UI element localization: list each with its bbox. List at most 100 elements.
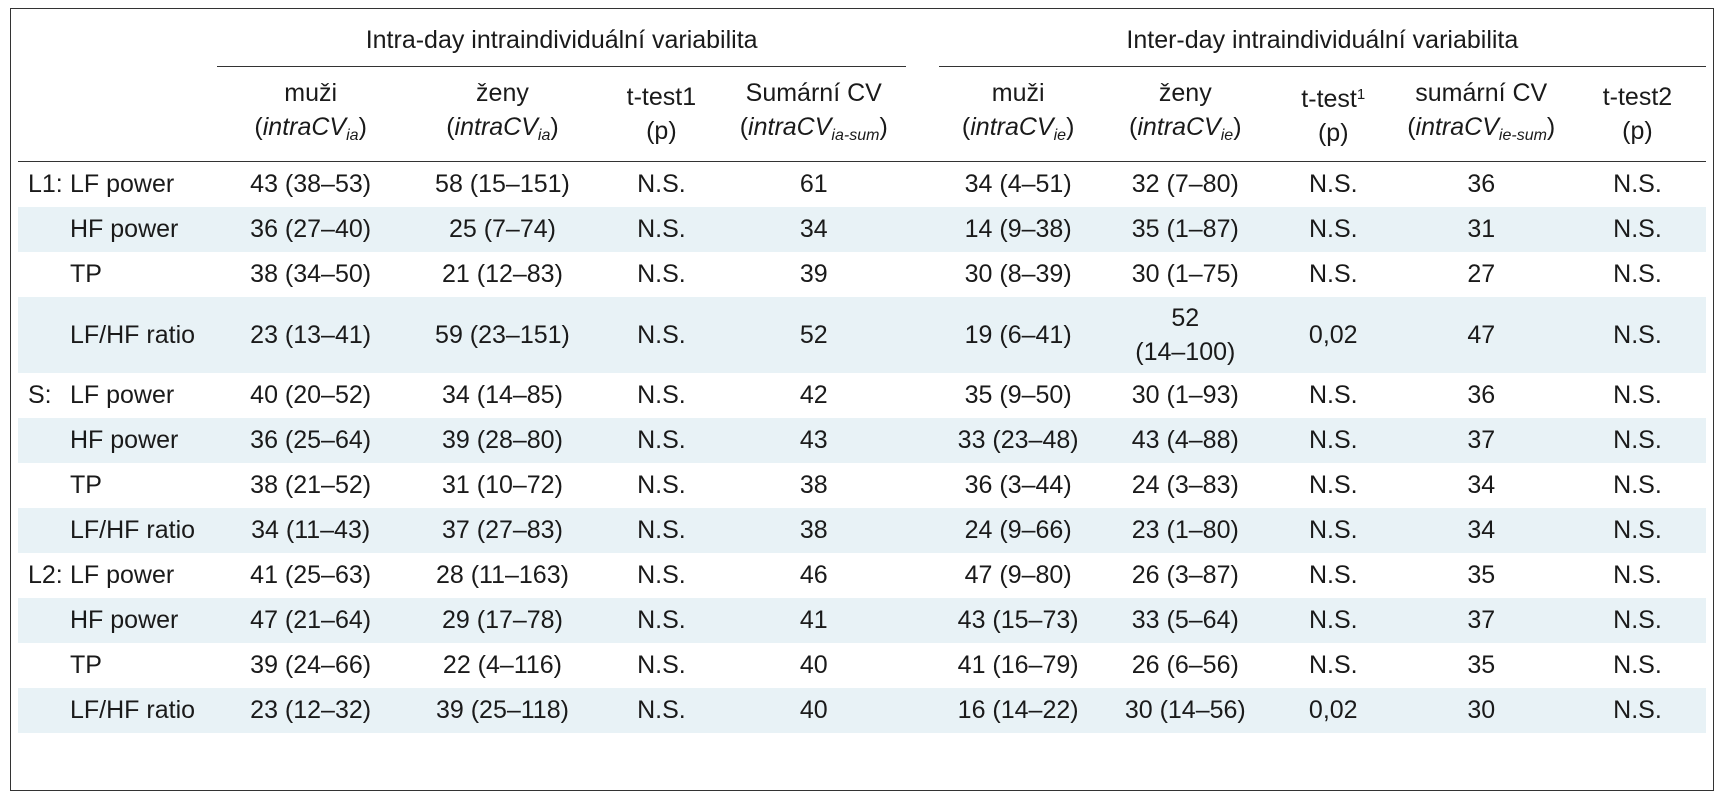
table-cell: N.S. xyxy=(637,471,686,499)
column-header-1: ženy (intraCVia) xyxy=(403,66,602,162)
column-header-sublabel: (intraCVia) xyxy=(446,112,559,144)
table-cell: 23 (1–80) xyxy=(1097,508,1273,553)
table-cell: 47 (9–80) xyxy=(964,561,1072,589)
table-cell: 40 (20–52) xyxy=(250,381,372,409)
table-cell: 24 (9–66) xyxy=(938,508,1098,553)
column-header-sublabel: (intraCVia-sum) xyxy=(739,112,888,144)
table-cell: N.S. xyxy=(1613,381,1662,409)
row-parameter-label: LF/HF ratio xyxy=(70,516,196,544)
column-header-4: muži (intraCVie) xyxy=(938,66,1098,162)
table-frame xyxy=(10,8,1714,791)
table-cell: 37 xyxy=(1393,598,1569,643)
row-label: TP xyxy=(18,643,217,688)
table-cell: 23 (13–41) xyxy=(217,297,404,373)
stub-corner xyxy=(18,14,217,67)
column-header-label: Sumární CV xyxy=(745,78,882,107)
table-row: HF power 36 (27–40) 25 (7–74) N.S. 34 14 (9–3… xyxy=(18,207,1706,252)
row-parameter-label: TP xyxy=(70,260,102,288)
table-cell: 34 (11–43) xyxy=(217,508,404,553)
table-row: TP 38 (21–52) 31 (10–72) N.S. 38 36 (3–44) 24 … xyxy=(18,463,1706,508)
table-cell: 38 (21–52) xyxy=(250,471,372,499)
table-cell: N.S. xyxy=(1568,508,1706,553)
table-cell: 33 (5–64) xyxy=(1097,598,1273,643)
table-cell: N.S. xyxy=(1308,651,1358,679)
table-cell: 59 (23–151) xyxy=(403,297,602,373)
table-cell: N.S. xyxy=(1568,598,1706,643)
table-row: HF power 36 (25–64) 39 (28–80) N.S. 43 33 (23… xyxy=(18,418,1706,463)
column-header-sublabel: (intraCVie) xyxy=(1129,112,1242,144)
table-row: HF power 47 (21–64) 29 (17–78) N.S. 41 43 (15… xyxy=(18,598,1706,643)
row-parameter-label: LF power xyxy=(70,381,175,409)
table-cell: 28 (11–163) xyxy=(435,561,569,589)
table-cell: 41 (16–79) xyxy=(957,651,1079,679)
table-cell: 16 (14–22) xyxy=(938,688,1098,733)
table-cell: N.S. xyxy=(1568,418,1706,463)
table-cell: N.S. xyxy=(1272,598,1394,643)
table-cell: 39 (25–118) xyxy=(403,688,602,733)
row-group-label: L1: xyxy=(28,170,63,198)
table-row: LF/HF ratio 34 (11–43) 37 (27–83) N.S. 38 24 … xyxy=(18,508,1706,553)
table-cell: 46 xyxy=(799,561,828,589)
column-header-2: t-test1 (p) xyxy=(601,66,722,162)
table-row: LF/HF ratio 23 (12–32) 39 (25–118) N.S. 40 16… xyxy=(18,688,1706,733)
table-cell: 23 (12–32) xyxy=(217,688,404,733)
column-header-3: Sumární CV (intraCVia-sum) xyxy=(721,66,906,162)
table-cell: 36 (27–40) xyxy=(217,207,404,252)
table-cell: 39 xyxy=(799,260,828,288)
table-cell: 43 (4–88) xyxy=(1097,418,1273,463)
table-cell: N.S. xyxy=(637,381,686,409)
column-header-sublabel: (p) xyxy=(1622,117,1653,145)
variability-table: Intra-day intraindividuální variabilita … xyxy=(18,14,1706,733)
table-row: LF/HF ratio 23 (13–41) 59 (23–151) N.S. 52 19… xyxy=(18,297,1706,373)
column-header-label: muži xyxy=(991,78,1045,107)
table-cell: 34 (4–51) xyxy=(964,170,1072,198)
table-cell: 36 (25–64) xyxy=(217,418,404,463)
table-cell: 36 xyxy=(1467,170,1496,198)
row-label: LF/HF ratio xyxy=(18,688,218,733)
table-cell: N.S. xyxy=(1613,651,1662,679)
column-header-label: t-test1 xyxy=(626,83,697,111)
table-cell: N.S. xyxy=(1272,508,1394,553)
table-cell: 40 xyxy=(799,651,828,679)
table-cell: N.S. xyxy=(1568,207,1706,252)
row-parameter-label: HF power xyxy=(70,606,179,634)
row-label: LF/HF ratio xyxy=(18,297,218,373)
table-cell: N.S. xyxy=(1272,418,1394,463)
table-cell: N.S. xyxy=(1613,471,1662,499)
row-parameter-label: LF power xyxy=(70,561,175,589)
column-header-label: sumární CV xyxy=(1415,78,1548,107)
table-cell: N.S. xyxy=(637,260,686,288)
table-cell: N.S. xyxy=(601,508,722,553)
row-parameter-label: LF/HF ratio xyxy=(70,320,196,349)
column-header-0: muži (intraCVia) xyxy=(217,66,404,162)
table-cell: 43 (38–53) xyxy=(250,170,372,198)
table-cell: 47 (21–64) xyxy=(217,598,404,643)
table-cell: 27 xyxy=(1467,260,1496,288)
table-cell: N.S. xyxy=(1613,561,1662,589)
table-cell: 21 (12–83) xyxy=(441,260,563,288)
table-cell: 30 (1–75) xyxy=(1131,260,1239,288)
column-header-5: ženy (intraCVie) xyxy=(1097,66,1273,162)
table-cell: N.S. xyxy=(1272,207,1394,252)
row-parameter-label: TP xyxy=(70,651,102,679)
row-label: TP xyxy=(18,463,217,508)
table-cell: 47 xyxy=(1393,297,1569,373)
table-row: L2: LF power 41 (25–63) 28 (11–163) N.S. 46 47… xyxy=(18,553,1706,598)
table-cell: 39 (28–80) xyxy=(403,418,602,463)
table-cell: 30 (1–93) xyxy=(1131,381,1239,409)
table-cell: N.S. xyxy=(601,207,722,252)
table-cell: 37 xyxy=(1393,418,1569,463)
table-cell: 41 xyxy=(721,598,906,643)
table-cell: 52 (14–100) xyxy=(1097,297,1273,373)
table-cell: N.S. xyxy=(601,297,722,373)
table-cell: N.S. xyxy=(1613,170,1662,198)
table-cell: 25 (7–74) xyxy=(403,207,602,252)
table-cell: 34 xyxy=(1467,471,1496,499)
column-header-sublabel: (intraCVie) xyxy=(961,112,1075,144)
column-header-sublabel: (p) xyxy=(646,117,677,145)
group-header-intra: Intra-day intraindividuální variabilita xyxy=(217,14,906,67)
table-cell: 14 (9–38) xyxy=(938,207,1098,252)
row-label: L2: LF power xyxy=(18,553,217,598)
table-cell: 24 (3–83) xyxy=(1131,471,1239,499)
table-cell: 34 (14–85) xyxy=(441,381,563,409)
